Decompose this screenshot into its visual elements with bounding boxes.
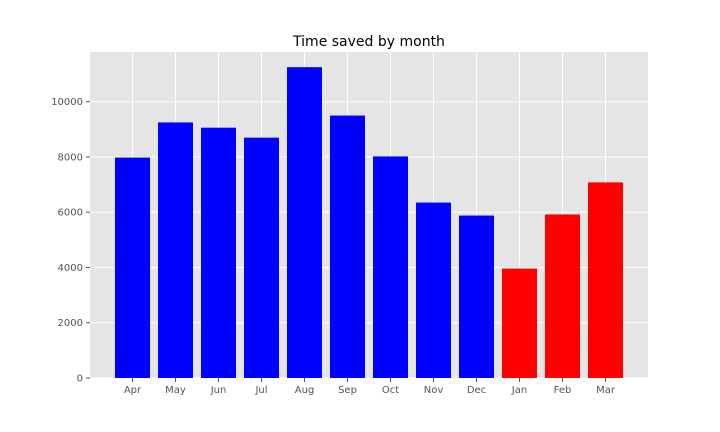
- x-tick-label: Jun: [210, 385, 227, 396]
- x-tick-label: Nov: [424, 385, 444, 396]
- bar-oct: [373, 156, 408, 378]
- bar-jul: [244, 137, 279, 378]
- bars: [115, 67, 623, 379]
- bar-may: [158, 122, 193, 378]
- x-tick-label: Mar: [596, 385, 616, 396]
- y-tick-label: 4000: [58, 263, 83, 274]
- bar-sep: [330, 115, 365, 379]
- x-tick-label: Feb: [554, 385, 572, 396]
- x-tick-label: Aug: [295, 385, 315, 396]
- bar-aug: [287, 67, 322, 378]
- y-tick-label: 6000: [58, 208, 83, 219]
- y-tick-label: 2000: [58, 318, 83, 329]
- x-tick-label: Dec: [467, 385, 486, 396]
- x-tick-label: Apr: [124, 385, 142, 396]
- bar-dec: [459, 215, 494, 378]
- bar-jan: [502, 268, 537, 378]
- bar-feb: [545, 214, 580, 378]
- x-tick-label: May: [165, 385, 186, 396]
- bar-mar: [588, 182, 623, 378]
- y-tick-label: 10000: [51, 97, 83, 108]
- x-tick-label: Sep: [338, 385, 357, 396]
- chart-title: Time saved by month: [292, 34, 445, 50]
- bar-jun: [201, 127, 236, 378]
- axis-ticks: 0 2000 4000 6000 8000 10000 Apr May Jun Jul Aug Sep…: [51, 97, 616, 396]
- y-tick-label: 0: [77, 374, 83, 385]
- y-tick-label: 8000: [58, 152, 83, 163]
- x-tick-label: Oct: [382, 385, 399, 396]
- x-tick-label: Jan: [511, 385, 527, 396]
- bar-apr: [115, 157, 150, 378]
- bar-nov: [416, 202, 451, 378]
- x-tick-label: Jul: [254, 385, 267, 396]
